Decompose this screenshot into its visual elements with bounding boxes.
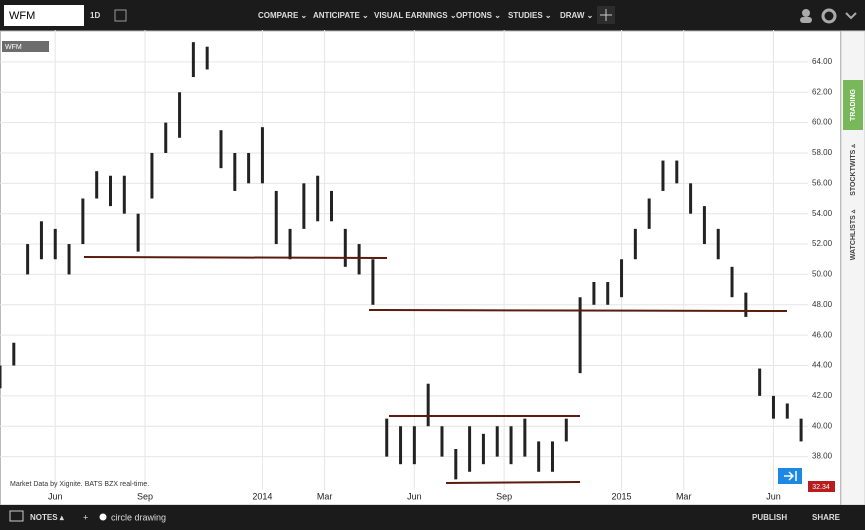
y-tick-label: 46.00 xyxy=(812,330,833,339)
toolbar xyxy=(0,0,865,31)
y-tick-label: 54.00 xyxy=(812,209,833,218)
publish-button[interactable]: PUBLISH xyxy=(752,513,787,522)
x-tick-label: Jun xyxy=(407,491,422,501)
crosshair-button[interactable] xyxy=(597,6,615,24)
x-tick-label: Sep xyxy=(496,491,512,501)
x-tick-label: Mar xyxy=(676,491,692,501)
share-button[interactable]: SHARE xyxy=(812,513,841,522)
chart-frame xyxy=(0,30,841,506)
menu-draw[interactable]: DRAW ⌄ xyxy=(560,11,593,20)
drawing-icon xyxy=(99,513,107,521)
y-tick-label: 58.00 xyxy=(812,148,833,157)
interval[interactable]: 1D xyxy=(90,11,100,20)
tab-stocktwits-label[interactable]: STOCKTWITS ▵ xyxy=(850,144,857,196)
trend-line[interactable] xyxy=(368,309,788,312)
x-tick-label: Sep xyxy=(137,491,153,501)
notes-icon[interactable] xyxy=(9,510,24,522)
trend-line[interactable] xyxy=(445,481,581,484)
menu-studies[interactable]: STUDIES ⌄ xyxy=(508,11,552,20)
y-tick-label: 50.00 xyxy=(812,270,833,279)
notes-button[interactable]: NOTES ▴ xyxy=(30,513,65,522)
y-tick-label: 56.00 xyxy=(812,178,833,187)
x-tick-label: Mar xyxy=(317,491,333,501)
trend-lines xyxy=(83,256,788,484)
user-icon[interactable] xyxy=(800,9,812,23)
trend-line[interactable] xyxy=(83,256,388,259)
tab-trading[interactable] xyxy=(843,80,863,130)
symbol-input[interactable] xyxy=(4,5,84,26)
menu-options[interactable]: OPTIONS ⌄ xyxy=(456,11,501,20)
menu-anticipate[interactable]: ANTICIPATE ⌄ xyxy=(313,11,369,20)
y-tick-label: 42.00 xyxy=(812,391,833,400)
footer xyxy=(0,505,865,530)
price-bars xyxy=(0,42,803,480)
x-tick-label: 2014 xyxy=(252,491,272,501)
symbol-text: WFM xyxy=(9,10,35,22)
last-price-box xyxy=(808,481,835,492)
attribution: Market Data by Xignite. BATS BZX real-ti… xyxy=(10,481,149,488)
tab-trading-label: TRADING xyxy=(850,89,857,121)
x-tick-label: 2015 xyxy=(612,491,632,501)
symbol-tag xyxy=(2,41,49,52)
expand-icon[interactable] xyxy=(845,12,857,20)
menu-visual-earnings[interactable]: VISUAL EARNINGS ⌄ xyxy=(374,11,457,20)
grid xyxy=(0,30,808,490)
y-tick-label: 64.00 xyxy=(812,57,833,66)
symbol-tag-text: WFM xyxy=(5,44,22,51)
y-tick-label: 48.00 xyxy=(812,300,833,309)
y-tick-label: 60.00 xyxy=(812,118,833,127)
x-tick-label: Jun xyxy=(766,491,781,501)
y-tick-label: 44.00 xyxy=(812,361,833,370)
y-tick-label: 62.00 xyxy=(812,87,833,96)
last-price: 32.34 xyxy=(812,484,830,491)
y-tick-label: 38.00 xyxy=(812,452,833,461)
settings-icon[interactable] xyxy=(821,8,837,24)
menu-compare[interactable]: COMPARE ⌄ xyxy=(258,11,307,20)
x-tick-label: Jun xyxy=(48,491,63,501)
drawing-name[interactable]: circle drawing xyxy=(111,512,166,522)
y-tick-label: 40.00 xyxy=(812,421,833,430)
y-tick-label: 52.00 xyxy=(812,239,833,248)
calendar-icon[interactable] xyxy=(114,9,127,22)
scroll-icon xyxy=(784,471,797,481)
tab-watchlists-label[interactable]: WATCHLISTS ▵ xyxy=(850,209,857,260)
add-button[interactable]: + xyxy=(83,512,88,522)
